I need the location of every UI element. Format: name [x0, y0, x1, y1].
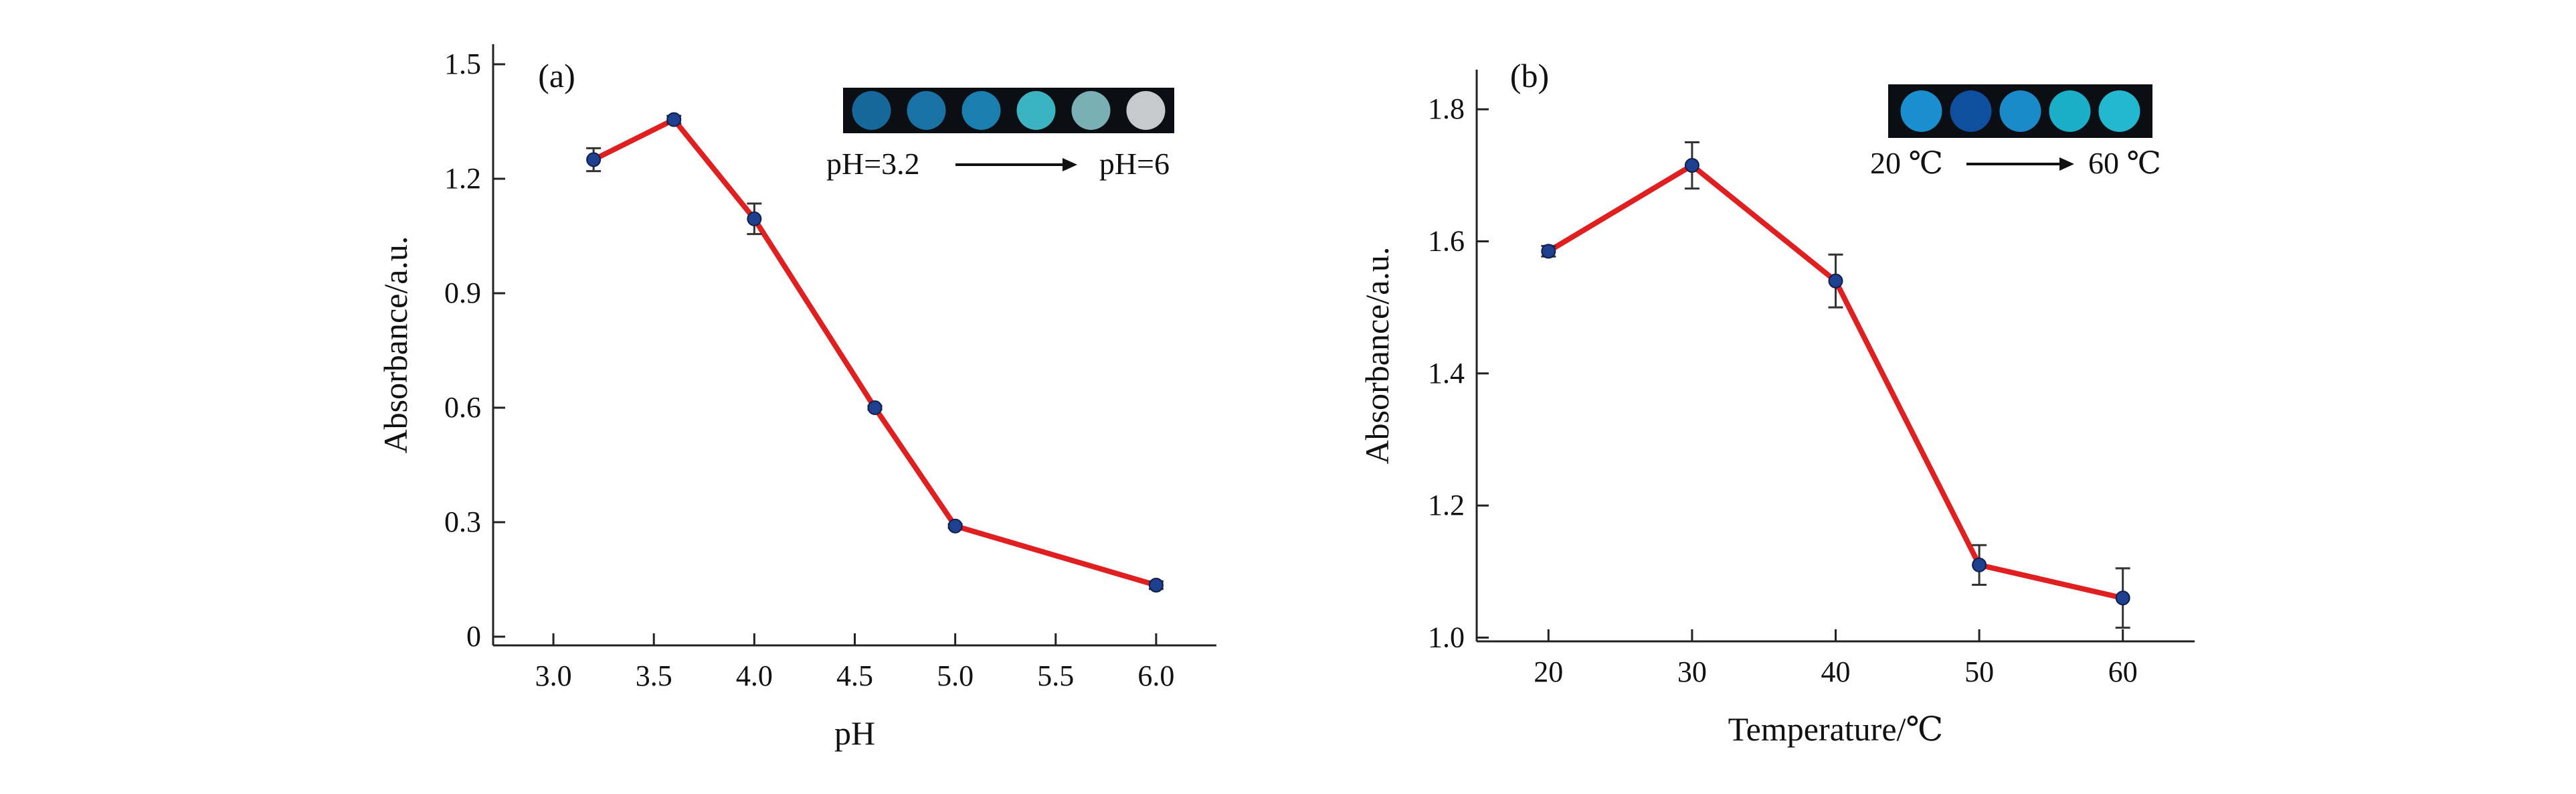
x-tick-label: 60	[2108, 655, 2138, 688]
data-point	[1972, 557, 1987, 572]
x-tick-label: 3.5	[636, 659, 672, 692]
data-point	[867, 400, 883, 415]
x-tick-label: 4.0	[736, 659, 773, 692]
color-swatch	[1999, 90, 2041, 132]
inset-end-label: 60 ℃	[2088, 146, 2161, 180]
data-point	[1684, 158, 1699, 173]
y-axis-title: Absorbance/a.u.	[377, 236, 414, 454]
x-tick-label: 6.0	[1137, 659, 1174, 692]
color-swatch	[1071, 91, 1111, 130]
x-tick-label: 30	[1677, 655, 1707, 688]
color-strip-inset: pH=3.2 pH=6	[826, 88, 1174, 181]
x-tick-label: 5.5	[1037, 659, 1074, 692]
color-strip-inset: 20 ℃ 60 ℃	[1870, 84, 2161, 180]
color-strip-background	[843, 88, 1174, 133]
color-swatch	[961, 91, 1001, 130]
color-swatch	[2049, 90, 2091, 132]
y-tick-label: 1.8	[1428, 92, 1465, 125]
data-point	[1828, 273, 1843, 289]
color-swatch	[907, 91, 946, 130]
y-tick-label: 1.6	[1428, 224, 1465, 257]
color-swatch	[1900, 90, 1942, 132]
data-point	[947, 518, 963, 534]
y-axis-title: Absorbance/a.u.	[1358, 247, 1396, 465]
data-point	[586, 152, 602, 167]
inset-arrow-head	[1063, 158, 1077, 171]
x-tick-label: 50	[1964, 655, 1994, 688]
y-tick-label: 0	[466, 620, 481, 653]
y-tick-label: 1.5	[444, 48, 481, 80]
inset-end-label: pH=6	[1099, 147, 1170, 181]
data-point	[2115, 590, 2130, 606]
panel-label: (a)	[538, 57, 575, 94]
x-tick-label: 5.0	[937, 659, 974, 692]
color-swatch	[1016, 91, 1056, 130]
data-point	[747, 211, 762, 226]
x-tick-label: 3.0	[535, 659, 572, 692]
inset-start-label: pH=3.2	[826, 147, 920, 181]
y-tick-label: 0.9	[444, 276, 481, 309]
x-tick-label: 40	[1821, 655, 1851, 688]
chart-panel-b: 1.0 1.2 1.4 1.6 1.8 20 30 40 50 60 Temperature/℃ Ab…	[1358, 57, 2195, 748]
x-axis-title: Temperature/℃	[1728, 710, 1944, 748]
y-tick-label: 0.6	[444, 391, 481, 424]
data-point	[1541, 244, 1556, 259]
y-tick-label: 1.2	[1428, 489, 1465, 522]
x-tick-label: 20	[1534, 655, 1563, 688]
inset-arrow-head	[2059, 157, 2074, 171]
series-line	[592, 116, 1158, 588]
x-tick-label: 4.5	[836, 659, 873, 692]
series-line	[1547, 163, 2124, 601]
y-tick-label: 1.2	[444, 162, 481, 195]
y-tick-label: 1.0	[1428, 621, 1465, 653]
color-swatch	[852, 91, 891, 130]
panel-label: (b)	[1510, 57, 1549, 94]
y-tick-label: 0.3	[444, 505, 481, 538]
color-swatch	[1126, 91, 1166, 130]
y-tick-label: 1.4	[1428, 357, 1465, 390]
color-swatch	[2098, 90, 2140, 132]
x-axis-title: pH	[834, 714, 875, 752]
chart-panel-a: 0 0.3 0.6 0.9 1.2 1.5 3.0 3.5 4.0 4.5 5.0 5.5 6.0 pH A…	[377, 44, 1216, 752]
data-point	[666, 112, 682, 127]
data-point	[1148, 578, 1164, 593]
inset-start-label: 20 ℃	[1870, 146, 1943, 180]
color-swatch	[1950, 90, 1992, 132]
